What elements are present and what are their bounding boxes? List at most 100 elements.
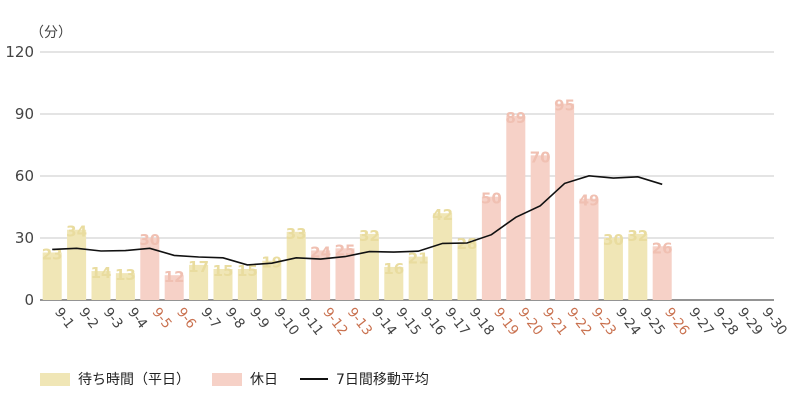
bar [408,256,428,300]
bar [506,116,526,300]
bar [603,238,623,300]
bar [237,269,257,300]
legend-line-moving-average [300,378,328,380]
bar [67,229,87,300]
data-label: 32 [359,227,380,245]
bar [579,198,599,300]
data-label: 16 [383,260,404,278]
legend-item-weekday: 待ち時間（平日） [40,369,190,389]
data-label: 30 [603,231,624,249]
data-label: 28 [457,235,478,253]
grid-lines [40,51,774,301]
bar [115,273,135,300]
legend-swatch-weekday [40,372,70,386]
x-tick-label: 9-25 [637,305,668,339]
x-tick-label: 9-3 [100,305,126,332]
x-tick-label: 9-5 [149,305,175,332]
y-tick-label: 0 [24,291,34,309]
bars [42,103,672,301]
x-tick-label: 9-6 [173,305,199,332]
legend-label-weekday: 待ち時間（平日） [78,372,190,388]
bar [652,246,672,300]
data-label: 13 [115,266,136,284]
bar [286,231,306,300]
bar [42,252,62,300]
data-label: 14 [91,264,112,282]
x-tick-label: 9-7 [197,305,223,332]
x-tick-label: 9-27 [685,305,716,339]
x-tick-label: 9-29 [734,305,765,339]
data-label: 24 [310,243,331,261]
x-tick-label: 9-13 [344,305,375,339]
y-tick-labels: 0 30 60 90 120 [5,43,34,309]
legend-label-moving-average: 7日間移動平均 [336,372,429,388]
x-tick-label: 9-1 [51,305,77,332]
y-tick-label: 90 [15,105,34,123]
data-label: 30 [139,231,160,249]
bar [628,233,648,300]
bar [335,248,355,300]
bar [213,269,233,300]
data-label: 95 [554,97,575,115]
legend-swatch-holiday [212,372,242,386]
bar [530,155,550,300]
data-label: 34 [66,223,87,241]
bar [311,250,331,300]
x-tick-label: 9-19 [490,305,521,339]
x-tick-label: 9-15 [393,305,424,339]
x-tick-label: 9-12 [319,305,350,339]
data-label: 15 [213,262,234,280]
bar [384,266,404,300]
x-tick-label: 9-21 [539,305,570,339]
x-tick-label: 9-2 [75,305,101,332]
bar [140,238,160,300]
data-label: 32 [627,227,648,245]
x-tick-label: 9-28 [710,305,741,339]
x-tick-label: 9-26 [661,305,692,339]
bar [481,196,501,300]
data-label: 23 [42,245,63,263]
data-label: 70 [530,148,551,166]
x-tick-label: 9-9 [246,305,272,332]
moving-average-line [52,174,663,266]
x-tick-label: 9-30 [759,305,790,339]
x-tick-labels: 9-19-29-39-49-59-69-79-89-99-109-119-129… [51,305,790,339]
bar [91,271,111,300]
bar [555,103,575,301]
data-label: 89 [505,109,526,127]
data-label: 49 [579,192,600,210]
bar [359,233,379,300]
x-tick-label: 9-8 [222,305,248,332]
data-label: 17 [188,258,209,276]
x-tick-label: 9-4 [124,305,150,332]
data-label: 42 [432,206,453,224]
data-label: 50 [481,190,502,208]
data-label: 26 [652,239,673,257]
bar [189,264,209,300]
x-tick-label: 9-16 [417,305,448,339]
data-label: 12 [164,268,185,286]
legend-item-moving-average: 7日間移動平均 [300,369,429,389]
x-tick-label: 9-17 [441,305,472,339]
data-label: 21 [408,250,429,268]
data-label: 33 [286,225,307,243]
x-tick-label: 9-18 [466,305,497,339]
y-tick-label: 120 [5,43,34,61]
x-tick-label: 9-14 [368,305,399,339]
bar [262,260,282,300]
legend-item-holiday: 休日 [212,369,278,389]
x-tick-label: 9-22 [563,305,594,339]
x-tick-label: 9-20 [515,305,546,339]
y-unit-label: （分） [30,25,72,41]
y-tick-label: 30 [15,229,34,247]
x-tick-label: 9-23 [588,305,619,339]
legend-label-holiday: 休日 [250,372,278,388]
data-label: 15 [237,262,258,280]
bar [457,242,477,300]
x-tick-label: 9-11 [295,305,326,339]
y-tick-label: 60 [15,167,34,185]
x-tick-label: 9-24 [612,305,643,339]
x-tick-label: 9-10 [271,305,302,339]
